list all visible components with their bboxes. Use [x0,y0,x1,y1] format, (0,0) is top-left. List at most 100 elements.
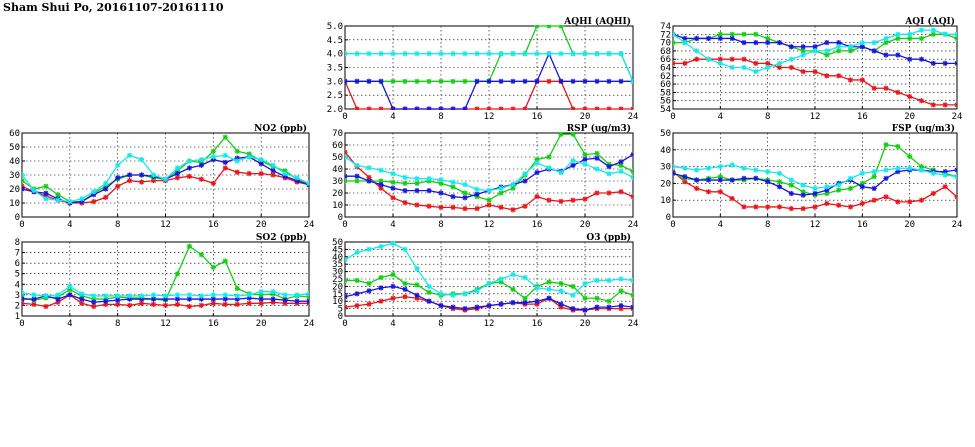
data-point [717,189,723,195]
x-tick-label: 0 [670,220,675,230]
data-point [354,303,360,309]
data-point [753,204,759,210]
data-point [788,182,794,188]
y-tick-label: 0 [338,213,343,223]
y-tick-label: 8 [15,238,20,248]
data-point [510,271,516,278]
y-tick-label: 15 [332,290,343,300]
data-point [198,157,204,163]
data-point [414,78,420,84]
data-point [871,169,877,175]
data-point [942,102,948,108]
data-point [486,188,492,194]
chart-title: NO2 (ppb) [254,123,307,134]
data-point [618,288,624,294]
x-tick-label: 4 [390,112,395,122]
data-point [871,40,877,46]
data-point [907,153,913,160]
data-point [582,51,588,57]
data-point [345,51,348,57]
y-tick-label: 0 [15,213,20,223]
data-point [366,246,372,252]
x-tick-label: 20 [904,112,915,122]
data-point [741,64,747,71]
data-point [138,293,145,299]
y-tick-label: 40 [9,157,20,167]
data-point [390,185,396,191]
data-point [546,154,552,160]
data-point [883,85,889,91]
data-point [150,301,157,307]
x-tick-label: 4 [718,220,723,230]
data-point [103,298,109,304]
y-tick-label: 60 [9,129,20,139]
data-point [534,170,540,176]
y-tick-label: 2 [15,301,20,311]
data-point [414,202,420,208]
series-group [345,25,633,110]
data-point [606,51,612,57]
data-point [765,179,771,185]
data-point [907,31,913,37]
data-point [186,165,193,171]
data-point [522,51,528,57]
data-point [234,285,240,292]
data-point [618,51,624,57]
data-point [534,285,540,291]
data-point [282,171,288,177]
data-point [498,276,504,282]
data-point [895,143,901,150]
data-point [570,283,576,289]
data-point [705,56,712,62]
data-point [246,171,252,177]
data-point [79,291,85,297]
data-point [402,78,408,84]
data-point [741,165,747,171]
data-point [498,78,504,84]
data-point [390,171,396,177]
x-tick-label: 12 [484,220,495,230]
data-point [918,167,925,173]
data-point [753,40,759,46]
data-point [366,165,372,171]
data-point [942,31,948,37]
data-point [438,78,444,84]
data-point [930,170,936,176]
data-point [694,35,700,42]
data-point [378,78,384,84]
chart-panel: 0 4 8 12 16 20 24 2.0 2.5 3.0 3.5 4.0 4.5 5.0 AQHI (AQ… [327,16,639,122]
data-point [354,249,360,255]
data-point [800,52,806,58]
data-point [345,154,348,160]
data-point [402,200,408,206]
data-point [895,31,901,37]
data-point [582,106,588,110]
data-point [606,171,612,177]
data-point [162,176,169,182]
data-point [270,168,276,174]
data-point [883,52,889,58]
data-point [618,303,624,309]
data-point [847,77,854,83]
data-point [510,207,516,213]
data-point [717,60,723,66]
data-point [930,60,936,66]
data-point [138,172,145,178]
data-point [55,296,61,302]
data-point [788,190,794,197]
chart-title: SO2 (ppb) [256,232,307,243]
data-point [630,78,633,84]
data-point [43,183,49,189]
data-point [673,170,676,176]
data-point [776,40,783,46]
series-line [673,164,957,190]
y-tick-label: 50 [660,129,671,139]
x-tick-label: 8 [765,112,770,122]
data-point [594,295,600,301]
y-tick-label: 66 [660,55,671,65]
data-point [558,301,564,307]
data-point [426,203,432,209]
data-point [390,283,396,289]
data-point [582,295,588,301]
data-point [354,106,360,110]
